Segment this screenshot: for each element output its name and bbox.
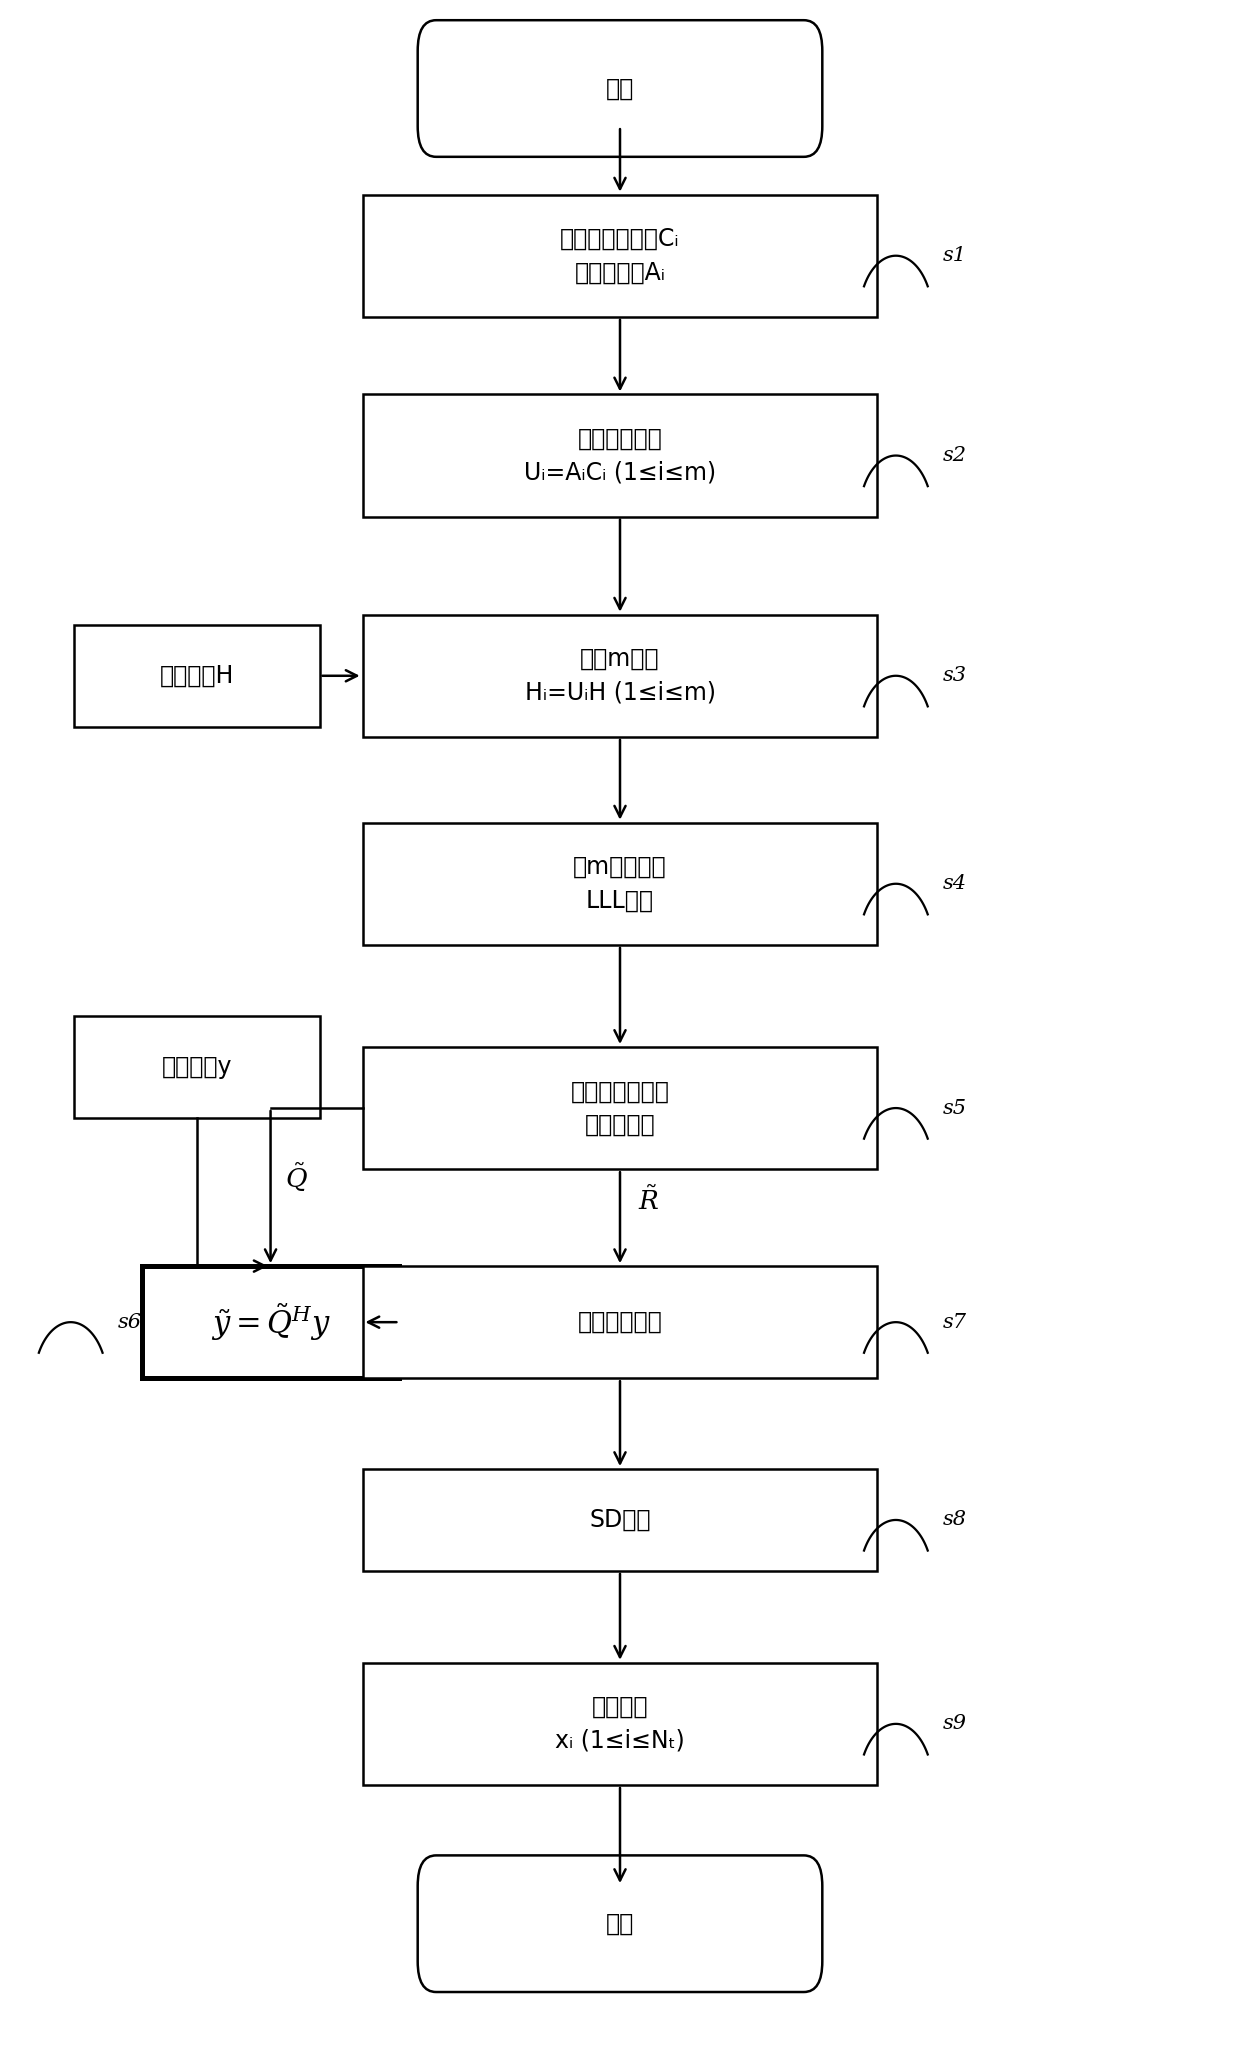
Text: 生成幺模矩阵
Uᵢ=AᵢCᵢ (1≤i≤m): 生成幺模矩阵 Uᵢ=AᵢCᵢ (1≤i≤m) [525, 427, 715, 485]
Text: 生成上三角矩阵Cᵢ
下三角矩阵Aᵢ: 生成上三角矩阵Cᵢ 下三角矩阵Aᵢ [560, 228, 680, 285]
Text: $\tilde{y}=\tilde{Q}^H y$: $\tilde{y}=\tilde{Q}^H y$ [211, 1302, 331, 1343]
FancyBboxPatch shape [141, 1267, 399, 1378]
Text: s7: s7 [942, 1312, 966, 1332]
Text: 信道矩阵H: 信道矩阵H [160, 663, 234, 688]
Text: s2: s2 [942, 446, 966, 466]
FancyBboxPatch shape [418, 1856, 822, 1991]
Text: s9: s9 [942, 1714, 966, 1733]
Text: SD检测: SD检测 [589, 1509, 651, 1532]
FancyBboxPatch shape [362, 1047, 878, 1170]
FancyBboxPatch shape [362, 1267, 878, 1378]
Text: 对m组基进行
LLL约减: 对m组基进行 LLL约减 [573, 854, 667, 912]
Text: 串行干扰消除: 串行干扰消除 [578, 1310, 662, 1334]
Text: 接收信号y: 接收信号y [161, 1055, 232, 1080]
FancyBboxPatch shape [362, 195, 878, 316]
Text: 结束: 结束 [606, 1911, 634, 1936]
FancyBboxPatch shape [362, 394, 878, 517]
Text: s4: s4 [942, 875, 966, 893]
Text: s6: s6 [118, 1312, 141, 1332]
FancyBboxPatch shape [362, 1663, 878, 1784]
FancyBboxPatch shape [362, 614, 878, 737]
FancyBboxPatch shape [74, 624, 320, 727]
Text: 开始: 开始 [606, 76, 634, 101]
Text: s5: s5 [942, 1098, 966, 1117]
Text: $\tilde{R}$: $\tilde{R}$ [639, 1187, 660, 1215]
Text: s8: s8 [942, 1511, 966, 1529]
FancyBboxPatch shape [362, 823, 878, 944]
Text: s1: s1 [942, 246, 966, 265]
Text: 生成m组基
Hᵢ=UᵢH (1≤i≤m): 生成m组基 Hᵢ=UᵢH (1≤i≤m) [525, 647, 715, 704]
FancyBboxPatch shape [418, 21, 822, 156]
Text: 选择性能最优的
一组约减基: 选择性能最优的 一组约减基 [570, 1080, 670, 1137]
Text: 输出信号
xᵢ (1≤i≤Nₜ): 输出信号 xᵢ (1≤i≤Nₜ) [556, 1696, 684, 1753]
Text: $\tilde{Q}$: $\tilde{Q}$ [285, 1160, 308, 1193]
FancyBboxPatch shape [362, 1470, 878, 1571]
Text: s3: s3 [942, 667, 966, 686]
FancyBboxPatch shape [74, 1016, 320, 1119]
